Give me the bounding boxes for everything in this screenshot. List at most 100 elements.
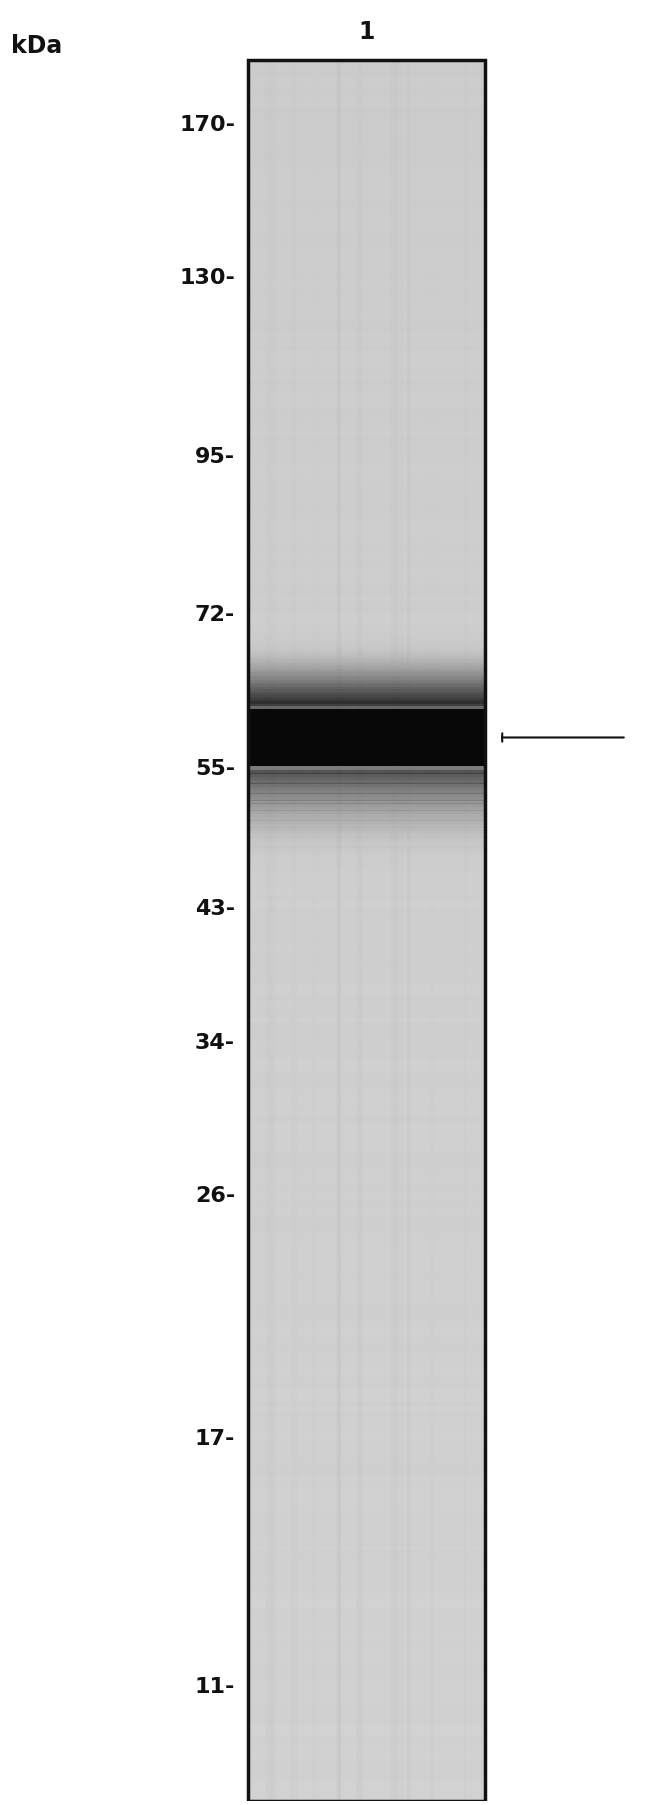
- Bar: [248, 1749, 486, 1754]
- Bar: [248, 942, 486, 948]
- Bar: [248, 1684, 486, 1691]
- Bar: [248, 357, 486, 363]
- Bar: [248, 659, 486, 666]
- Bar: [248, 1765, 486, 1773]
- Bar: [248, 617, 486, 625]
- Bar: [248, 1319, 486, 1325]
- Bar: [248, 462, 486, 467]
- Bar: [248, 520, 486, 525]
- Bar: [248, 1471, 486, 1476]
- Bar: [248, 455, 486, 462]
- Bar: [248, 108, 486, 114]
- Bar: [248, 1574, 486, 1581]
- Bar: [248, 292, 486, 300]
- Bar: [248, 572, 486, 578]
- Bar: [248, 1778, 486, 1783]
- Bar: [248, 1487, 486, 1493]
- Bar: [248, 809, 486, 816]
- Bar: [248, 1099, 486, 1105]
- Bar: [248, 866, 486, 874]
- Bar: [248, 856, 486, 861]
- Bar: [248, 1783, 486, 1789]
- Bar: [248, 148, 486, 153]
- Bar: [248, 1301, 486, 1309]
- Bar: [248, 794, 486, 801]
- Bar: [248, 403, 486, 410]
- Bar: [248, 769, 486, 774]
- Bar: [248, 1760, 486, 1765]
- Bar: [248, 1338, 486, 1343]
- Bar: [248, 650, 486, 657]
- Bar: [248, 1726, 486, 1731]
- Bar: [248, 258, 486, 264]
- Bar: [248, 1354, 486, 1361]
- Bar: [248, 682, 486, 690]
- Bar: [248, 948, 486, 955]
- Bar: [248, 841, 486, 848]
- Bar: [248, 1715, 486, 1720]
- Bar: [248, 771, 486, 778]
- Bar: [339, 61, 341, 1801]
- Bar: [248, 803, 486, 810]
- Bar: [248, 897, 486, 902]
- Bar: [248, 363, 486, 368]
- Bar: [248, 652, 486, 659]
- Bar: [248, 787, 486, 792]
- Bar: [248, 114, 486, 119]
- Bar: [248, 818, 486, 825]
- Bar: [248, 1227, 486, 1233]
- Bar: [248, 1088, 486, 1094]
- Bar: [248, 1401, 486, 1406]
- Bar: [248, 919, 486, 926]
- Bar: [248, 171, 486, 177]
- Bar: [248, 668, 486, 675]
- Bar: [480, 61, 486, 1801]
- Bar: [248, 653, 486, 661]
- Bar: [248, 1655, 486, 1662]
- Bar: [248, 1296, 486, 1301]
- Bar: [248, 1105, 486, 1110]
- Bar: [248, 305, 486, 310]
- Bar: [248, 1412, 486, 1419]
- Bar: [248, 1291, 486, 1296]
- Bar: [248, 578, 486, 583]
- Bar: [248, 449, 486, 455]
- Bar: [248, 1047, 486, 1052]
- Bar: [248, 1152, 486, 1157]
- Bar: [248, 560, 486, 565]
- Bar: [248, 565, 486, 572]
- Bar: [248, 1691, 486, 1697]
- Bar: [248, 166, 486, 171]
- Text: 34-: 34-: [195, 1032, 235, 1052]
- Bar: [248, 1175, 486, 1180]
- Bar: [248, 1610, 486, 1615]
- Bar: [248, 978, 486, 984]
- Bar: [291, 61, 297, 1801]
- Text: 130-: 130-: [179, 267, 235, 287]
- Bar: [337, 61, 341, 1801]
- Bar: [391, 61, 398, 1801]
- Bar: [248, 1314, 486, 1319]
- Bar: [248, 161, 486, 166]
- Bar: [248, 1464, 486, 1471]
- Bar: [248, 767, 486, 774]
- Bar: [248, 253, 486, 258]
- Bar: [248, 433, 486, 439]
- Bar: [248, 838, 486, 845]
- Bar: [248, 67, 486, 72]
- Bar: [248, 641, 486, 646]
- Bar: [248, 1419, 486, 1424]
- Bar: [248, 195, 486, 200]
- Bar: [248, 1458, 486, 1464]
- Bar: [248, 410, 486, 415]
- Bar: [248, 1070, 486, 1076]
- Bar: [248, 751, 486, 756]
- Bar: [248, 119, 486, 125]
- Bar: [248, 1330, 486, 1338]
- Bar: [248, 821, 486, 828]
- Bar: [248, 310, 486, 316]
- Bar: [248, 473, 486, 478]
- Bar: [248, 242, 486, 247]
- Bar: [248, 666, 486, 673]
- Bar: [248, 421, 486, 426]
